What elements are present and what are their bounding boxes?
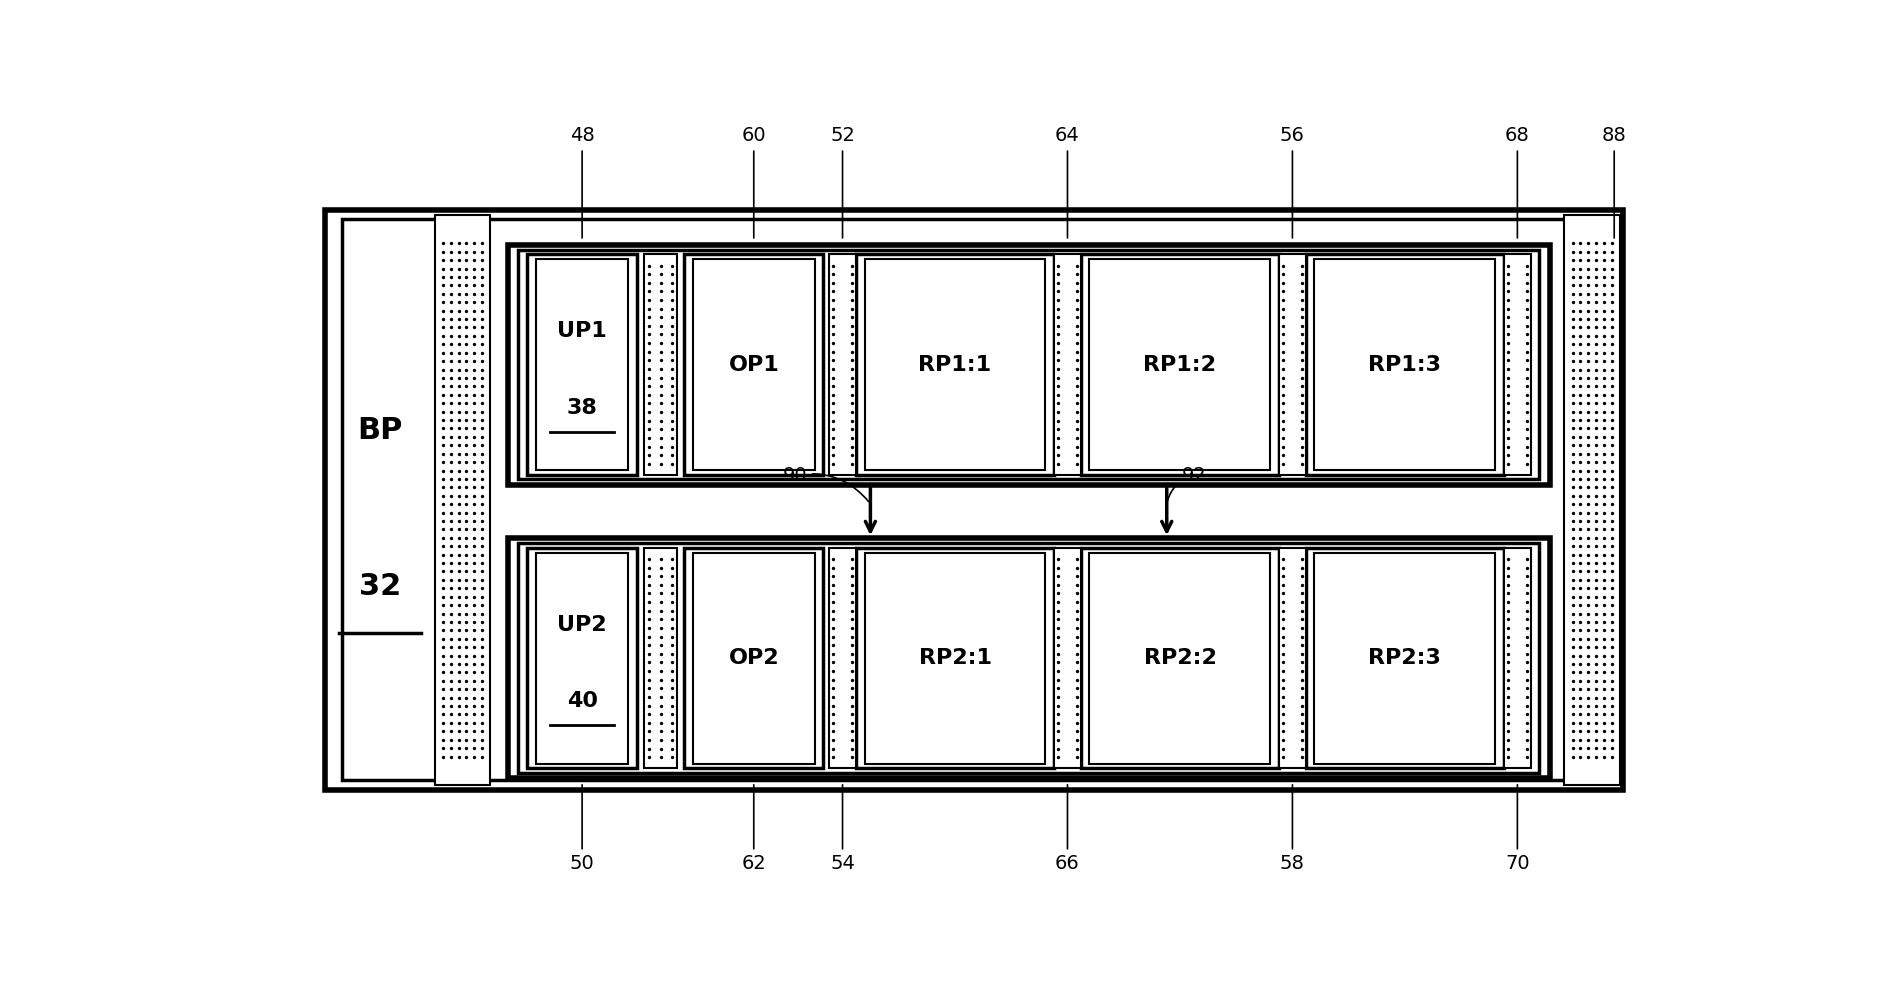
Bar — [536, 552, 628, 763]
Bar — [435, 215, 490, 785]
Bar — [1505, 254, 1531, 475]
Text: 66: 66 — [1054, 785, 1079, 873]
Bar — [829, 548, 856, 768]
Bar — [1054, 254, 1081, 475]
Bar — [326, 210, 1622, 790]
Bar — [343, 220, 1605, 780]
Bar — [526, 254, 638, 475]
Text: 88: 88 — [1601, 127, 1626, 238]
Bar — [865, 259, 1045, 470]
Bar — [865, 552, 1045, 763]
Bar — [1505, 548, 1531, 768]
Text: 54: 54 — [831, 785, 856, 873]
Text: 70: 70 — [1505, 785, 1530, 873]
Text: 40: 40 — [566, 691, 598, 712]
Bar — [693, 552, 814, 763]
Bar — [507, 539, 1550, 778]
Bar — [683, 254, 823, 475]
Text: 56: 56 — [1280, 127, 1304, 238]
Bar — [856, 254, 1054, 475]
Bar — [683, 548, 823, 768]
Text: RP2:1: RP2:1 — [918, 648, 992, 668]
Text: RP1:2: RP1:2 — [1143, 354, 1217, 374]
Bar — [829, 254, 856, 475]
Bar — [536, 259, 628, 470]
Bar — [1090, 259, 1270, 470]
Bar — [644, 254, 678, 475]
Bar — [693, 259, 814, 470]
Text: 52: 52 — [831, 127, 856, 238]
Text: RP2:3: RP2:3 — [1369, 648, 1441, 668]
Text: 48: 48 — [570, 127, 594, 238]
Text: 60: 60 — [742, 127, 767, 238]
Text: RP1:1: RP1:1 — [918, 354, 992, 374]
Bar — [1081, 548, 1280, 768]
Bar — [1314, 552, 1495, 763]
Text: 58: 58 — [1280, 785, 1304, 873]
Bar — [1306, 548, 1505, 768]
Text: UP2: UP2 — [557, 615, 608, 635]
Bar — [519, 249, 1539, 479]
Text: UP1: UP1 — [557, 321, 608, 341]
Bar — [1280, 548, 1306, 768]
Bar — [1564, 215, 1620, 785]
Bar — [1081, 254, 1280, 475]
Bar — [644, 548, 678, 768]
Text: OP2: OP2 — [729, 648, 780, 668]
Text: 64: 64 — [1054, 127, 1079, 238]
Bar — [1054, 548, 1081, 768]
Bar — [1314, 259, 1495, 470]
Bar — [1090, 552, 1270, 763]
Text: OP1: OP1 — [729, 354, 780, 374]
Bar — [856, 548, 1054, 768]
Bar — [526, 548, 638, 768]
Text: 32: 32 — [358, 572, 401, 601]
Text: RP2:2: RP2:2 — [1143, 648, 1217, 668]
Text: 62: 62 — [742, 785, 767, 873]
Bar — [1280, 254, 1306, 475]
Bar — [519, 544, 1539, 773]
Text: 50: 50 — [570, 785, 594, 873]
Text: 90: 90 — [782, 466, 869, 502]
Bar — [1306, 254, 1505, 475]
Text: BP: BP — [358, 416, 403, 445]
Text: 68: 68 — [1505, 127, 1530, 238]
Text: 38: 38 — [566, 398, 598, 418]
Text: 92: 92 — [1168, 466, 1206, 501]
Bar — [507, 245, 1550, 485]
Text: RP1:3: RP1:3 — [1369, 354, 1441, 374]
